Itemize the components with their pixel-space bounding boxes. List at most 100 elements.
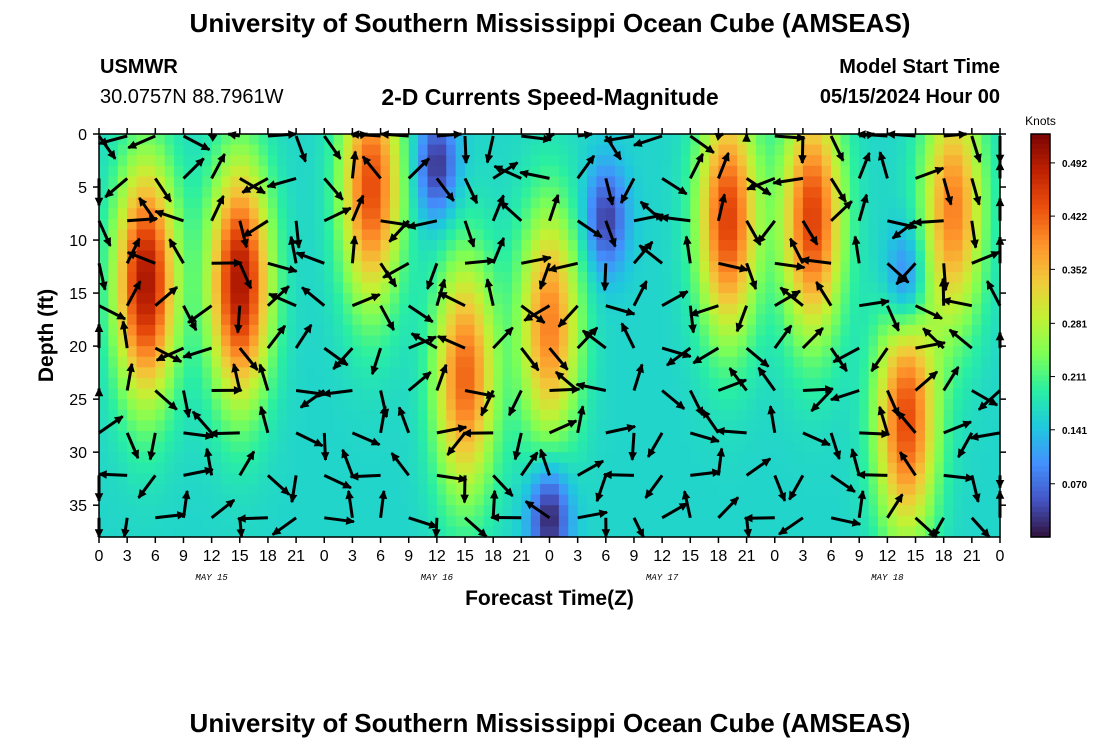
heatmap-cell bbox=[699, 197, 710, 209]
heatmap-cell bbox=[690, 483, 701, 496]
current-vector-arrowhead bbox=[620, 194, 629, 204]
heatmap-cell bbox=[145, 155, 156, 167]
heatmap-cell bbox=[108, 356, 119, 368]
heatmap-cell bbox=[418, 134, 429, 146]
heatmap-cell bbox=[296, 505, 307, 517]
heatmap-cell bbox=[540, 399, 551, 411]
heatmap-cell bbox=[305, 483, 316, 496]
heatmap-cell bbox=[521, 452, 532, 464]
heatmap-cell bbox=[399, 165, 410, 178]
current-vector-arrowhead bbox=[446, 446, 456, 456]
heatmap-cell bbox=[549, 303, 560, 315]
current-vector-arrowhead bbox=[829, 393, 840, 402]
heatmap-cell bbox=[831, 208, 842, 220]
heatmap-cell bbox=[474, 303, 485, 315]
heatmap-cell bbox=[221, 218, 231, 231]
heatmap-cell bbox=[371, 155, 382, 167]
heatmap-cell bbox=[643, 452, 654, 464]
heatmap-cell bbox=[755, 430, 766, 443]
heatmap-cell bbox=[812, 441, 823, 453]
heatmap-cell bbox=[587, 483, 598, 496]
heatmap-cell bbox=[568, 324, 579, 337]
heatmap-cell bbox=[924, 155, 935, 167]
heatmap-cell bbox=[596, 399, 607, 411]
heatmap-cell bbox=[99, 462, 109, 474]
heatmap-cell bbox=[465, 314, 476, 326]
heatmap-cell bbox=[981, 473, 992, 485]
heatmap-cell bbox=[389, 515, 400, 527]
heatmap-cell bbox=[690, 261, 701, 273]
heatmap-cell bbox=[934, 483, 945, 496]
heatmap-cell bbox=[849, 282, 860, 294]
heatmap-cell bbox=[821, 430, 832, 443]
heatmap-cell bbox=[962, 134, 973, 146]
heatmap-cell bbox=[934, 218, 945, 231]
heatmap-cell bbox=[577, 250, 588, 262]
heatmap-cell bbox=[502, 229, 513, 241]
heatmap-cell bbox=[361, 218, 372, 231]
heatmap-cell bbox=[408, 356, 419, 368]
current-vector-arrowhead bbox=[934, 166, 945, 175]
heatmap-cell bbox=[343, 505, 354, 517]
heatmap-cell bbox=[239, 430, 250, 443]
heatmap-cell bbox=[145, 229, 156, 241]
colorbar-swatch bbox=[1031, 360, 1050, 367]
heatmap-cell bbox=[493, 303, 504, 315]
heatmap-cell bbox=[99, 494, 109, 506]
heatmap-cell bbox=[943, 462, 954, 474]
heatmap-cell bbox=[286, 250, 297, 262]
heatmap-cell bbox=[408, 441, 419, 453]
heatmap-cell bbox=[530, 144, 541, 156]
heatmap-cell bbox=[943, 229, 954, 241]
current-vector-arrowhead bbox=[467, 237, 476, 248]
heatmap-cell bbox=[868, 229, 879, 241]
current-vector-arrowhead bbox=[678, 502, 689, 511]
heatmap-cell bbox=[981, 346, 992, 358]
x-tick-label: 3 bbox=[798, 548, 807, 565]
heatmap-cell bbox=[896, 303, 907, 315]
heatmap-cell bbox=[343, 250, 354, 262]
heatmap-cell bbox=[737, 356, 748, 368]
heatmap-cell bbox=[793, 155, 804, 167]
current-vector-arrowhead bbox=[321, 389, 331, 398]
heatmap-cell bbox=[343, 367, 354, 379]
current-vector-arrowhead bbox=[788, 490, 797, 501]
heatmap-cell bbox=[427, 494, 438, 506]
heatmap-cell bbox=[615, 483, 626, 496]
heatmap-cell bbox=[361, 240, 372, 252]
current-vector-arrowhead bbox=[276, 324, 286, 335]
colorbar-swatch bbox=[1031, 496, 1050, 503]
heatmap-cell bbox=[840, 229, 851, 241]
current-vector-arrowhead bbox=[480, 406, 489, 417]
heatmap-cell bbox=[211, 515, 222, 527]
heatmap-cell bbox=[915, 293, 926, 305]
heatmap-cell bbox=[474, 197, 485, 209]
heatmap-cell bbox=[343, 441, 354, 453]
heatmap-cell bbox=[174, 430, 185, 443]
heatmap-cell bbox=[765, 165, 776, 178]
heatmap-cell bbox=[521, 176, 532, 188]
heatmap-cell bbox=[962, 367, 973, 379]
heatmap-cell bbox=[145, 346, 156, 358]
heatmap-cell bbox=[633, 441, 644, 453]
heatmap-cell bbox=[990, 324, 1001, 337]
heatmap-cell bbox=[774, 314, 785, 326]
heatmap-cell bbox=[793, 218, 804, 231]
heatmap-cell bbox=[436, 526, 447, 538]
heatmap-cell bbox=[108, 494, 119, 506]
colorbar-swatch bbox=[1031, 466, 1050, 473]
heatmap-cell bbox=[793, 409, 804, 421]
heatmap-cell bbox=[155, 483, 166, 496]
heatmap-cell bbox=[755, 356, 766, 368]
current-vector-arrowhead bbox=[225, 499, 236, 509]
heatmap-cell bbox=[230, 346, 241, 358]
heatmap-cell bbox=[427, 155, 438, 167]
heatmap-cell bbox=[633, 271, 644, 284]
heatmap-cell bbox=[746, 462, 757, 474]
heatmap-cell bbox=[333, 430, 344, 443]
heatmap-cell bbox=[436, 515, 447, 527]
heatmap-cell bbox=[239, 483, 250, 496]
heatmap-cell bbox=[990, 367, 1001, 379]
heatmap-cell bbox=[427, 430, 438, 443]
heatmap-cell bbox=[784, 303, 795, 315]
